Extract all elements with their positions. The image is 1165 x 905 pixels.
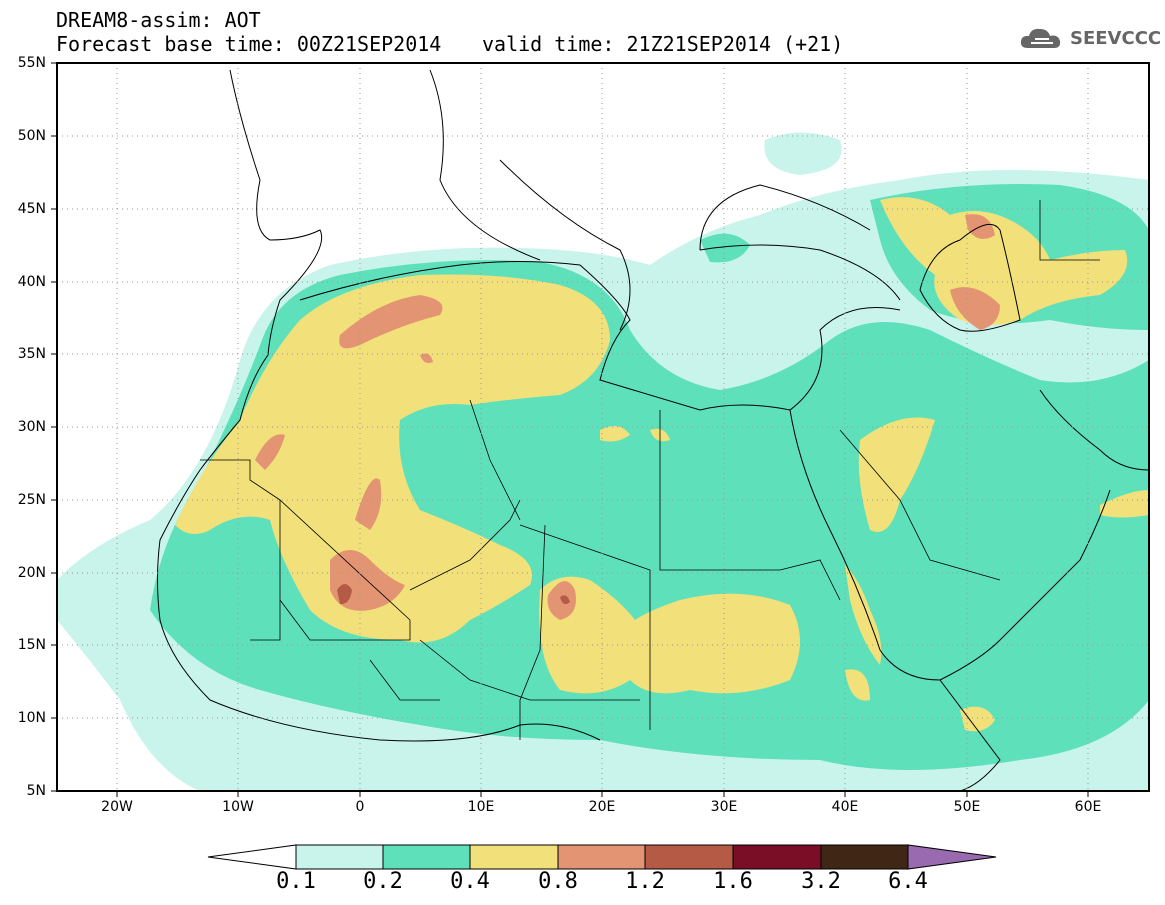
- lon-label: 30E: [710, 799, 738, 815]
- seevccc-logo: SEEVCCC: [1018, 24, 1161, 54]
- aot-contour-0-4: [175, 197, 1149, 732]
- valid-time: valid time: 21Z21SEP2014 (+21): [482, 32, 844, 56]
- lat-label: 35N: [17, 346, 46, 362]
- logo-text: SEEVCCC: [1070, 28, 1162, 49]
- country-borders: [200, 200, 1100, 740]
- lat-label: 40N: [17, 274, 46, 290]
- colorbar-label: 1.2: [625, 869, 665, 894]
- lon-label: 60E: [1074, 799, 1102, 815]
- colorbar-swatch: [820, 844, 909, 870]
- colorbar-swatch: [644, 844, 734, 870]
- lat-label: 55N: [17, 55, 46, 71]
- lat-label: 45N: [17, 201, 46, 217]
- colorbar-label: 0.2: [363, 869, 403, 894]
- colorbar-swatch: [469, 844, 559, 870]
- lat-label: 5N: [26, 783, 46, 799]
- coastlines: [157, 69, 1149, 791]
- colorbar-label: 0.4: [450, 869, 490, 894]
- lon-label: 10E: [467, 799, 495, 815]
- colorbar-swatch: [557, 844, 646, 870]
- colorbar-swatch: [732, 844, 822, 870]
- lat-label: 20N: [17, 565, 46, 581]
- colorbar-low-arrow: [207, 844, 297, 870]
- lat-label: 50N: [17, 128, 46, 144]
- lon-label: 20W: [101, 799, 133, 815]
- lon-label: 50E: [953, 799, 981, 815]
- forecast-base-time: Forecast base time: 00Z21SEP2014: [56, 32, 442, 56]
- colorbar-swatch: [295, 844, 384, 870]
- lon-label: 20E: [588, 799, 616, 815]
- colorbar-high-arrow: [907, 844, 997, 870]
- cloud-icon: [1020, 28, 1061, 48]
- colorbar-label: 6.4: [888, 869, 928, 894]
- lat-label: 15N: [17, 637, 46, 653]
- colorbar-swatch: [382, 844, 471, 870]
- colorbar-label: 0.1: [276, 869, 316, 894]
- lat-label: 10N: [17, 710, 46, 726]
- aot-contour-1-2: [337, 584, 570, 605]
- lon-label: 0: [355, 799, 365, 815]
- colorbar-label: 3.2: [801, 869, 841, 894]
- lat-label: 30N: [17, 419, 46, 435]
- map-title: DREAM8-assim: AOT: [56, 8, 261, 32]
- tick-marks: [51, 62, 1089, 797]
- colorbar-label: 0.8: [538, 869, 578, 894]
- colorbar-label: 1.6: [713, 869, 753, 894]
- lon-label: 40E: [831, 799, 859, 815]
- lat-label: 25N: [17, 492, 46, 508]
- gridlines: [57, 63, 1149, 791]
- lon-label: 10W: [222, 799, 254, 815]
